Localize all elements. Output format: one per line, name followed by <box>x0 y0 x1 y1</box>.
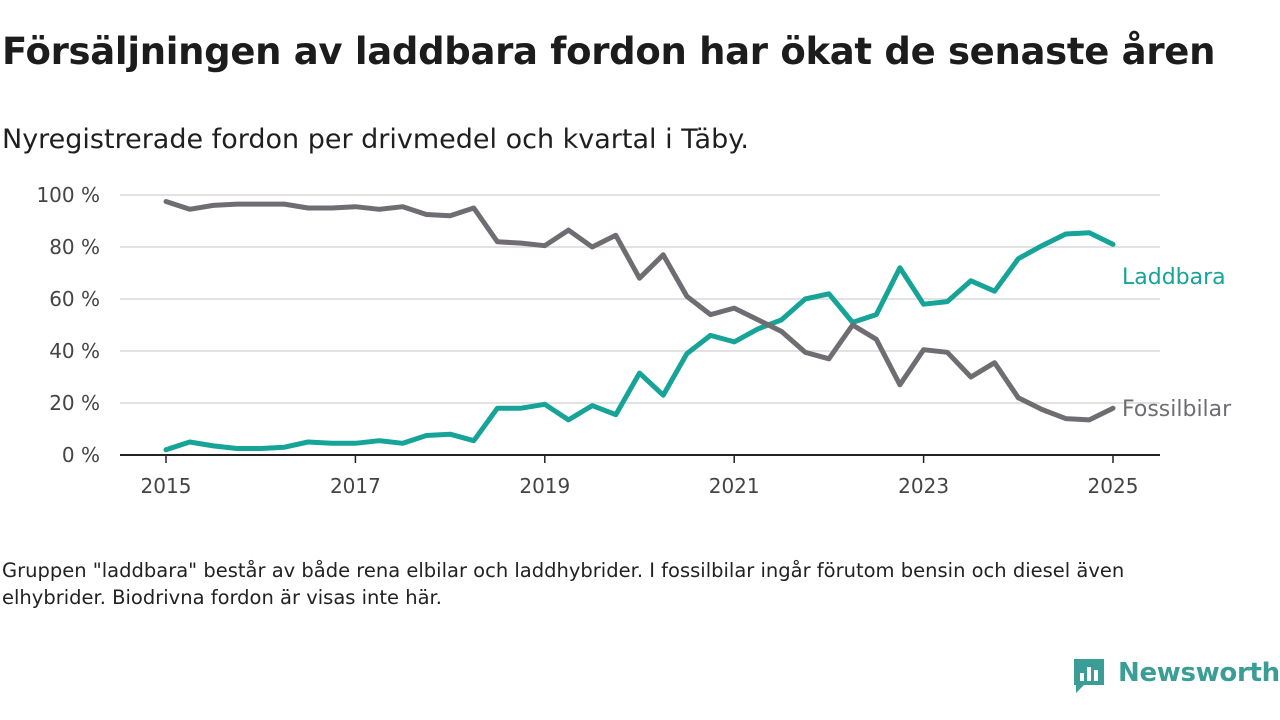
series-label-laddbara: Laddbara <box>1122 265 1226 290</box>
chart-subtitle: Nyregistrerade fordon per drivmedel och … <box>2 124 749 155</box>
x-tick-label: 2023 <box>898 474 949 498</box>
y-axis-ticks: 0 % 20 % 40 % 60 % 80 % 100 % <box>36 183 100 467</box>
series-labels: Laddbara Fossilbilar <box>1122 265 1232 422</box>
x-tick-label: 2017 <box>330 474 381 498</box>
x-tick-label: 2021 <box>709 474 760 498</box>
series-label-fossilbilar: Fossilbilar <box>1122 397 1232 422</box>
brand-name: Newsworthy <box>1118 658 1280 688</box>
x-tick-label: 2019 <box>519 474 570 498</box>
line-chart: 0 % 20 % 40 % 60 % 80 % 100 % 2015 2017 2019 202… <box>36 183 1232 498</box>
y-tick-label: 80 % <box>49 235 100 259</box>
series-line-fossilbilar <box>163 199 1116 423</box>
newsworthy-logo[interactable]: Newsworthy <box>1072 657 1280 697</box>
y-tick-label: 40 % <box>49 339 100 363</box>
y-tick-label: 20 % <box>49 391 100 415</box>
bar-chart-icon <box>1074 659 1104 693</box>
chart-title: Försäljningen av laddbara fordon har öka… <box>2 30 1216 73</box>
gridlines <box>120 194 1160 404</box>
x-tick-label: 2015 <box>141 474 192 498</box>
y-tick-label: 60 % <box>49 287 100 311</box>
series-lines <box>163 199 1116 453</box>
x-tick-label: 2025 <box>1088 474 1139 498</box>
x-axis: 2015 2017 2019 2021 2023 2025 <box>120 454 1160 498</box>
chart-footnote: Gruppen "laddbara" består av både rena e… <box>2 559 1125 609</box>
y-tick-label: 0 % <box>62 443 100 467</box>
y-tick-label: 100 % <box>36 183 100 207</box>
series-line-laddbara <box>163 230 1116 453</box>
